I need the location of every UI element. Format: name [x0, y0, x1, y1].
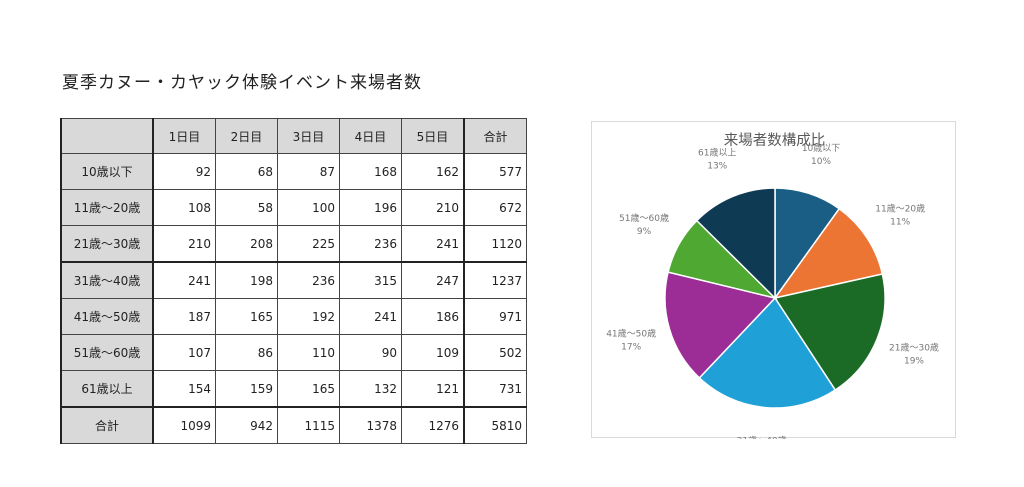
header-cell: 3日目 [277, 118, 340, 154]
slice-percent-label: 9% [637, 227, 652, 237]
table-cell: 68 [215, 153, 278, 190]
table-cell: 971 [463, 298, 527, 335]
chart-title: 来場者数構成比 [724, 132, 826, 149]
table-cell: 241 [401, 225, 465, 263]
table-cell: 108 [152, 189, 216, 226]
table-cell: 1115 [277, 406, 340, 444]
row-label: 合計 [60, 406, 154, 444]
table-cell: 162 [401, 153, 465, 190]
row-label: 41歳～50歳 [60, 298, 154, 335]
table-cell: 236 [277, 261, 340, 299]
pie-slice [773, 207, 884, 300]
header-cell: 5日目 [401, 118, 465, 154]
table-cell: 225 [277, 225, 340, 263]
row-label: 11歳～20歳 [60, 189, 154, 226]
table-cell: 236 [339, 225, 402, 263]
row-label: 51歳～60歳 [60, 334, 154, 371]
table-cell: 247 [401, 261, 465, 299]
pie-slice [773, 273, 886, 392]
table-cell: 210 [152, 225, 216, 263]
row-label: 21歳～30歳 [60, 225, 154, 263]
table-row: 51歳～60歳 107 86 110 90 109 502 [60, 334, 527, 371]
table-cell: 154 [152, 370, 216, 408]
table-cell: 210 [401, 189, 465, 226]
table-cell: 86 [215, 334, 278, 371]
pie-slice [698, 296, 837, 409]
table-cell: 192 [277, 298, 340, 335]
slice-percent-label: 17% [621, 343, 641, 353]
table-row: 41歳～50歳 187 165 192 241 186 971 [60, 298, 527, 335]
table-cell: 1237 [463, 261, 527, 299]
table-cell: 100 [277, 189, 340, 226]
table-cell: 672 [463, 189, 527, 226]
row-label: 61歳以上 [60, 370, 154, 408]
slice-category-label: 51歳～60歳 [619, 212, 669, 224]
table-cell: 198 [215, 261, 278, 299]
table-cell: 5810 [463, 406, 527, 444]
table-cell: 109 [401, 334, 465, 371]
table-cell: 1378 [339, 406, 402, 444]
slice-percent-label: 11% [890, 217, 910, 227]
pie-slice [664, 271, 777, 379]
slice-percent-label: 13% [707, 162, 727, 172]
page-title: 夏季カヌー・カヤック体験イベント来場者数 [62, 73, 422, 93]
table-cell: 107 [152, 334, 216, 371]
table-cell: 208 [215, 225, 278, 263]
table-cell: 315 [339, 261, 402, 299]
slice-category-label: 10歳以下 [802, 142, 840, 154]
table-cell: 90 [339, 334, 402, 371]
slice-category-label: 11歳～20歳 [875, 202, 925, 214]
table-row: 11歳～20歳 108 58 100 196 210 672 [60, 189, 527, 226]
slice-category-label: 61歳以上 [698, 147, 736, 159]
table-cell: 186 [401, 298, 465, 335]
slice-category-label: 41歳～50歳 [606, 328, 656, 340]
row-label: 10歳以下 [60, 153, 154, 190]
slice-category-label: 31歳～40歳 [737, 434, 787, 439]
table-cell: 1276 [401, 406, 465, 444]
slice-percent-label: 10% [811, 157, 831, 167]
table-cell: 187 [152, 298, 216, 335]
table-header-row: 1日目 2日目 3日目 4日目 5日目 合計 [60, 118, 527, 154]
visitor-count-table: 1日目 2日目 3日目 4日目 5日目 合計 10歳以下 92 68 87 168 162… [60, 118, 527, 444]
header-cell: 4日目 [339, 118, 402, 154]
table-cell: 241 [339, 298, 402, 335]
table-cell: 92 [152, 153, 216, 190]
table-cell: 110 [277, 334, 340, 371]
table-row: 31歳～40歳 241 198 236 315 247 1237 [60, 261, 527, 299]
table-corner-cell [60, 118, 154, 154]
table-cell: 159 [215, 370, 278, 408]
table-cell: 121 [401, 370, 465, 408]
pie-chart: 来場者数構成比 10歳以下 10% 11歳～20歳 11% 21歳～30歳 19% 31歳～… [606, 132, 939, 439]
row-label: 31歳～40歳 [60, 261, 154, 299]
slice-percent-label: 19% [904, 356, 924, 366]
table-cell: 241 [152, 261, 216, 299]
table-cell: 731 [463, 370, 527, 408]
header-cell: 合計 [463, 118, 527, 154]
table-cell: 942 [215, 406, 278, 444]
slice-category-label: 21歳～30歳 [889, 341, 939, 353]
table-cell: 196 [339, 189, 402, 226]
table-cell: 1099 [152, 406, 216, 444]
table-cell: 168 [339, 153, 402, 190]
table-cell: 87 [277, 153, 340, 190]
table-row: 61歳以上 154 159 165 132 121 731 [60, 370, 527, 408]
pie-chart-panel: 来場者数構成比 10歳以下 10% 11歳～20歳 11% 21歳～30歳 19% 31歳～… [591, 121, 956, 439]
table-cell: 58 [215, 189, 278, 226]
table-cell: 165 [215, 298, 278, 335]
table-row: 合計 1099 942 1115 1378 1276 5810 [60, 406, 527, 444]
table-cell: 577 [463, 153, 527, 190]
header-cell: 2日目 [215, 118, 278, 154]
table-row: 21歳～30歳 210 208 225 236 241 1120 [60, 225, 527, 263]
pie-slice [695, 187, 776, 300]
table-cell: 165 [277, 370, 340, 408]
table-cell: 502 [463, 334, 527, 371]
header-cell: 1日目 [152, 118, 216, 154]
table-cell: 1120 [463, 225, 527, 263]
table-row: 10歳以下 92 68 87 168 162 577 [60, 153, 527, 190]
table-cell: 132 [339, 370, 402, 408]
